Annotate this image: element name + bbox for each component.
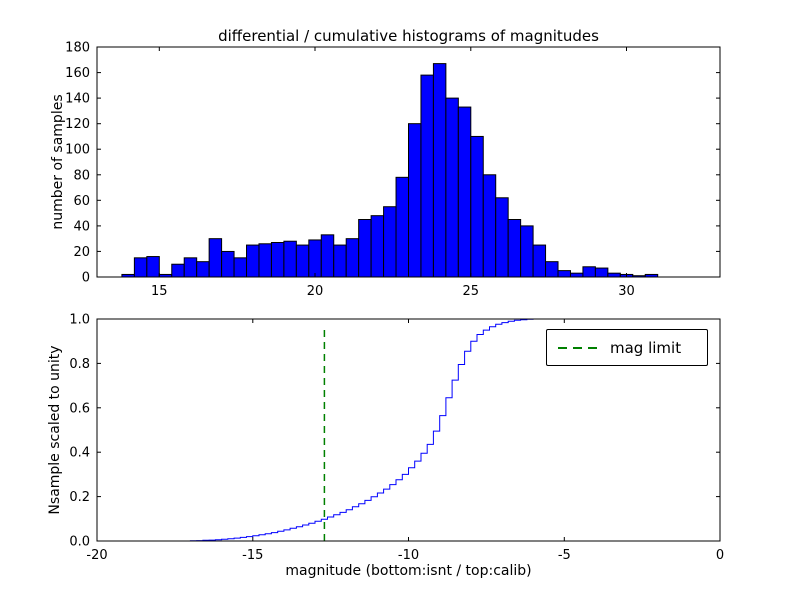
histogram-bar (420, 74, 434, 278)
y-tick-label: 80 (73, 168, 90, 183)
y-tick-label: 160 (65, 66, 90, 81)
x-tick-label: 0 (716, 548, 724, 563)
histogram-bar (432, 63, 447, 278)
x-tick-label: 30 (618, 284, 635, 299)
legend: mag limit (546, 329, 708, 366)
legend-dash-icon (558, 346, 598, 349)
histogram-bar (607, 272, 621, 278)
y-tick-label: 60 (73, 194, 90, 209)
histogram-bar (532, 244, 547, 278)
histogram-bar (208, 238, 223, 278)
y-tick-label: 0.6 (69, 401, 90, 416)
histogram-bar (171, 263, 185, 278)
histogram-bar (520, 225, 534, 278)
histogram-bar (370, 215, 385, 278)
y-tick-label: 0.4 (69, 446, 90, 461)
histogram-bar (557, 270, 571, 278)
histogram-bar (495, 197, 509, 278)
x-tick-label: 25 (463, 284, 480, 299)
histogram-bar (470, 135, 484, 278)
y-tick-label: 40 (73, 219, 90, 234)
differential-histogram: 15 20 25 30 0 20 40 60 80 100 120 140 160 180 (65, 41, 721, 299)
histogram-bar (383, 206, 397, 278)
cumulative-line (97, 318, 720, 542)
x-tick-label: -15 (242, 548, 263, 563)
cumulative-histogram: -20 -15 -10 -5 0 0.0 0.2 0.4 0.6 0.8 1.0 (69, 313, 724, 564)
x-tick-label: -5 (558, 548, 571, 563)
legend-label: mag limit (610, 338, 682, 357)
y-tick-label: 140 (65, 92, 90, 107)
x-tick-label: -10 (398, 548, 419, 563)
y-tick-label: 0.0 (69, 535, 90, 550)
histogram-bar (183, 257, 198, 278)
y-tick-label: 100 (65, 143, 90, 158)
axes-frame (96, 46, 721, 278)
histogram-bar (283, 240, 297, 278)
x-tick-label: -20 (86, 548, 107, 563)
histogram-bar (408, 123, 422, 278)
histogram-bar (594, 267, 609, 278)
histogram-bar (345, 238, 360, 278)
bottom-xlabel: magnitude (bottom:isnt / top:calib) (285, 563, 532, 579)
x-tick-label: 20 (307, 284, 324, 299)
histogram-bar (320, 234, 335, 278)
y-tick-label: 0.2 (69, 490, 90, 505)
histogram-bar (133, 257, 148, 278)
histogram-bar (395, 176, 410, 278)
histogram-bar (582, 266, 596, 278)
histogram-bar (308, 239, 322, 278)
histogram-bar (246, 244, 260, 278)
y-tick-label: 1.0 (69, 313, 90, 328)
histogram-bar (233, 257, 248, 278)
histogram-bar (445, 97, 459, 278)
histogram-bar (146, 256, 160, 278)
chart-title: differential / cumulative histograms of … (218, 27, 599, 45)
histogram-bar (545, 261, 559, 278)
histogram-bar (358, 219, 372, 278)
histogram-bar (295, 244, 310, 278)
x-tick-label: 15 (151, 284, 168, 299)
histogram-bar (507, 219, 522, 278)
histogram-bar (221, 250, 235, 278)
y-tick-label: 0.8 (69, 357, 90, 372)
histogram-bar (270, 242, 285, 278)
histogram-bar (569, 272, 584, 278)
histogram-bar (457, 106, 472, 278)
top-ylabel: number of samples (50, 94, 66, 230)
y-tick-label: 120 (65, 117, 90, 132)
y-tick-label: 20 (73, 245, 90, 260)
histogram-bar (196, 261, 210, 278)
histogram-bar (258, 243, 272, 278)
y-tick-label: 0 (82, 271, 90, 286)
bottom-ylabel: Nsample scaled to unity (47, 345, 63, 515)
histogram-bar (482, 174, 497, 278)
histogram-bar (333, 244, 347, 278)
y-tick-label: 180 (65, 41, 90, 56)
